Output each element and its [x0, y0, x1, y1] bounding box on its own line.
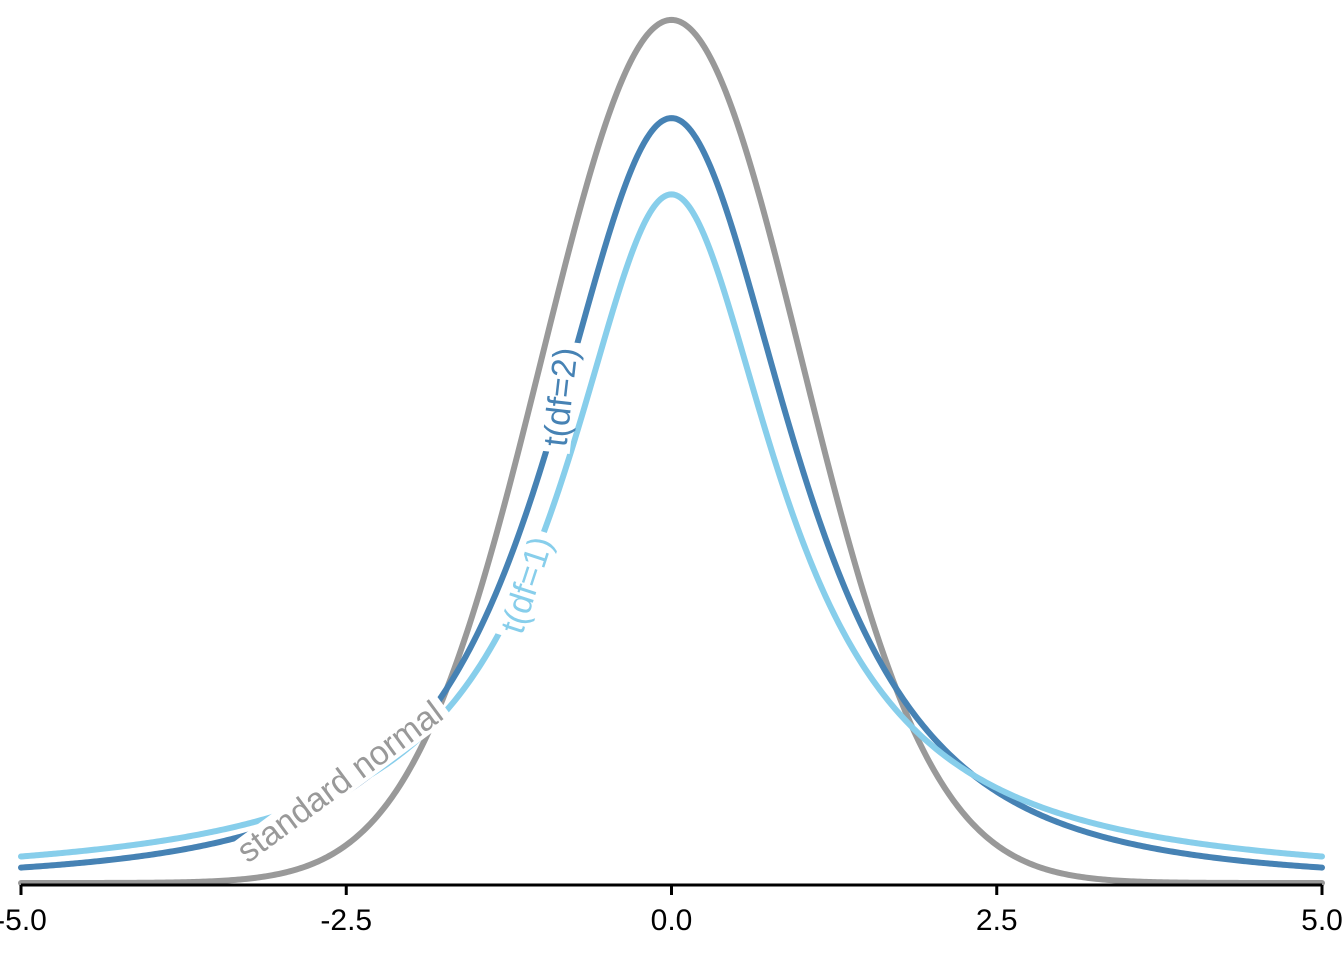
x-tick-label-2: 0.0: [651, 904, 693, 937]
x-tick-label-3: 2.5: [976, 904, 1018, 937]
series-line-t-df-2: [18, 115, 1325, 871]
curve-label-backing-t-df-1: [495, 527, 559, 643]
series-line-standard-normal: [18, 16, 1325, 886]
curves-group: [18, 16, 1325, 886]
series-line-t-df-1: [18, 191, 1325, 860]
x-axis: -5.0 -2.5 0.0 2.5 5.0: [0, 883, 1343, 937]
x-tick-label-4: 5.0: [1301, 904, 1343, 937]
curve-label-t-df-1: t(df=1): [494, 532, 561, 638]
x-tick-label-0: -5.0: [0, 904, 47, 937]
curve-label-backing-t-df-2: [539, 340, 583, 454]
curve-label-standard-normal: standard normal: [230, 694, 450, 871]
x-tick-label-1: -2.5: [320, 904, 372, 937]
curve-label-backing-standard-normal: [227, 693, 453, 871]
